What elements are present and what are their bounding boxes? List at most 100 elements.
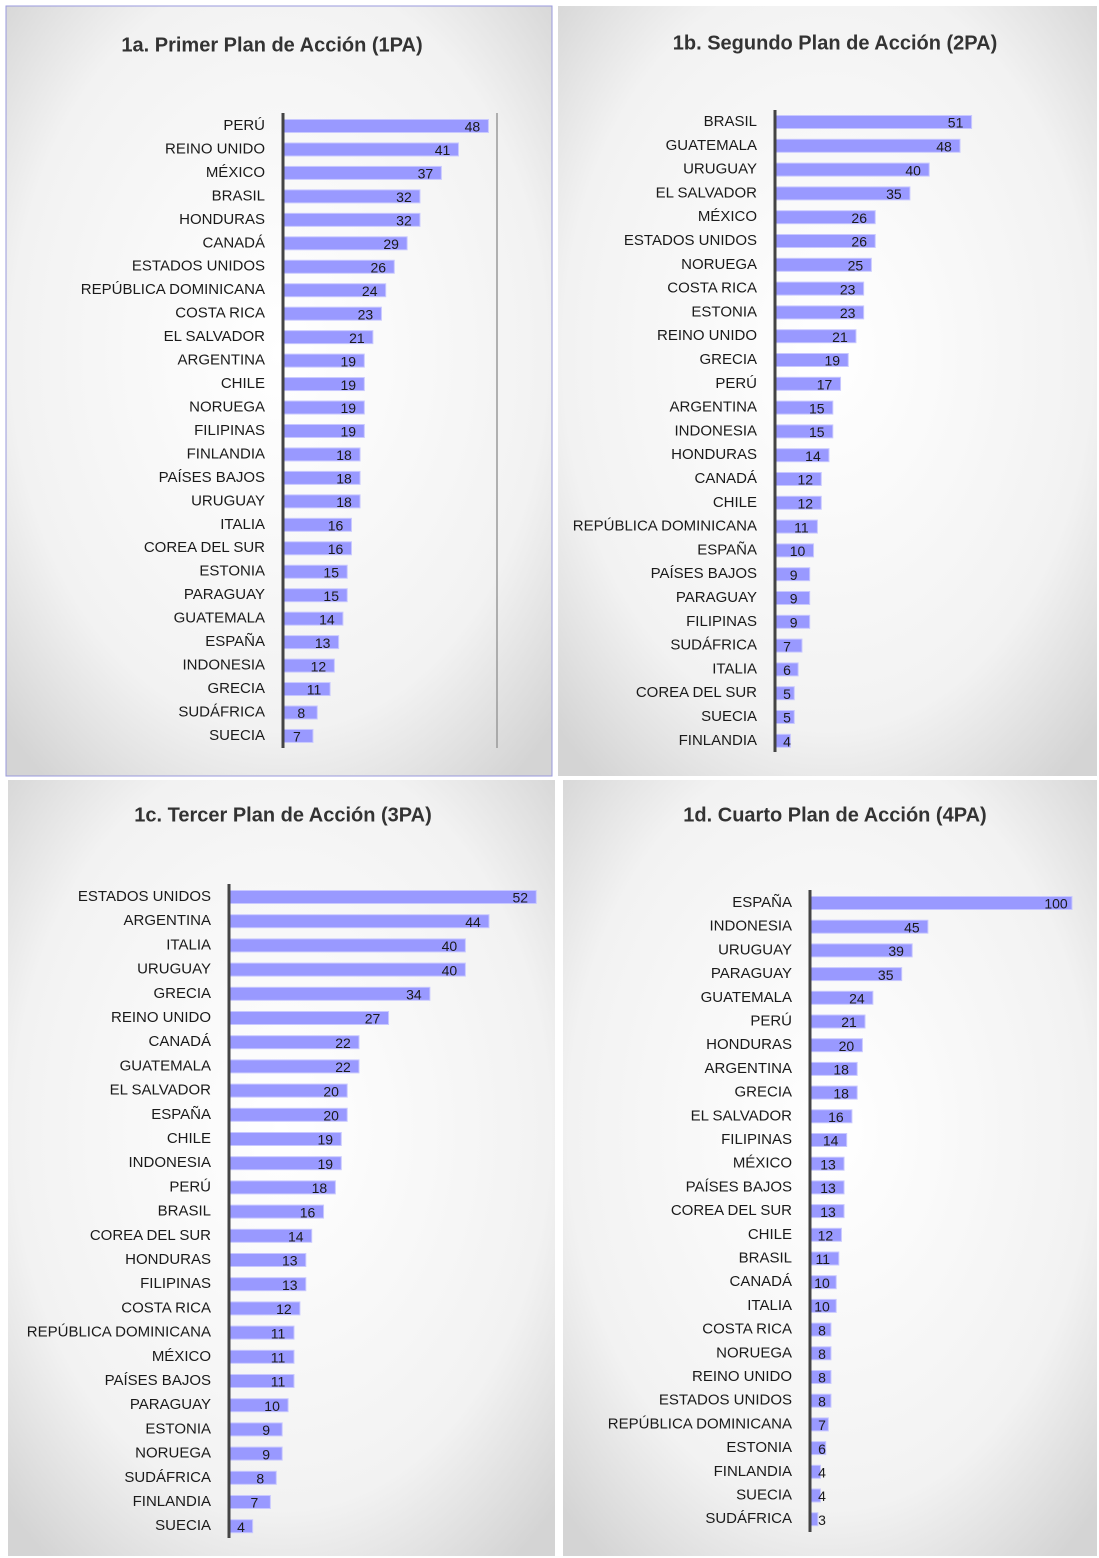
value-label: 19 [317, 1132, 333, 1148]
category-label: HONDURAS [706, 1036, 792, 1053]
category-label: MÉXICO [698, 208, 757, 225]
category-label: FINLANDIA [133, 1493, 211, 1510]
category-label: ITALIA [712, 660, 757, 677]
category-label: INDONESIA [709, 918, 792, 935]
bar [228, 938, 466, 953]
chart-title: 1d. Cuarto Plan de Acción (4PA) [683, 804, 986, 826]
category-label: BRASIL [158, 1203, 211, 1220]
bar [228, 1470, 277, 1485]
value-label: 22 [335, 1035, 351, 1051]
category-label: MÉXICO [206, 164, 265, 181]
value-label: 13 [282, 1253, 298, 1269]
category-label: COSTA RICA [121, 1299, 211, 1316]
category-label: COREA DEL SUR [671, 1202, 792, 1219]
category-label: GRECIA [207, 680, 265, 697]
category-label: ARGENTINA [669, 399, 757, 416]
value-label: 9 [790, 567, 798, 583]
category-label: SUECIA [701, 708, 757, 725]
category-label: URUGUAY [683, 161, 757, 178]
value-label: 19 [824, 353, 840, 369]
category-label: PAÍSES BAJOS [651, 565, 757, 582]
category-label: HONDURAS [179, 211, 265, 228]
category-label: PERÚ [169, 1178, 211, 1195]
value-label: 48 [936, 139, 952, 155]
value-label: 100 [1044, 896, 1068, 912]
category-label: GUATEMALA [666, 137, 757, 154]
value-label: 26 [851, 210, 867, 226]
value-label: 51 [948, 115, 964, 131]
category-label: PARAGUAY [711, 965, 792, 982]
value-label: 13 [820, 1204, 836, 1220]
category-label: URUGUAY [718, 941, 792, 958]
category-label: FINLANDIA [187, 445, 265, 462]
category-label: MÉXICO [152, 1348, 211, 1365]
category-label: ARGENTINA [704, 1060, 792, 1077]
bar [282, 119, 489, 133]
category-label: NORUEGA [135, 1445, 211, 1462]
category-label: ARGENTINA [177, 352, 265, 369]
category-label: CANADÁ [729, 1273, 792, 1290]
category-label: COSTA RICA [702, 1321, 792, 1338]
value-label: 21 [349, 330, 365, 346]
category-label: COREA DEL SUR [636, 684, 757, 701]
category-label: ESTADOS UNIDOS [659, 1392, 792, 1409]
bar [228, 890, 537, 904]
category-label: NORUEGA [716, 1344, 792, 1361]
value-label: 13 [820, 1180, 836, 1196]
value-label: 15 [809, 424, 825, 440]
value-label: 10 [814, 1299, 830, 1315]
category-label: REPÚBLICA DOMINICANA [573, 518, 757, 535]
value-label: 18 [336, 471, 352, 487]
category-label: URUGUAY [191, 492, 265, 509]
value-label: 26 [370, 259, 386, 275]
bar [228, 1422, 283, 1437]
category-label: PAÍSES BAJOS [105, 1372, 211, 1389]
bar [774, 448, 830, 463]
category-label: ESPAÑA [205, 633, 265, 650]
bar [774, 115, 973, 129]
value-label: 19 [317, 1156, 333, 1172]
value-label: 40 [442, 962, 458, 978]
category-label: PAÍSES BAJOS [159, 469, 265, 486]
value-label: 4 [818, 1465, 826, 1481]
value-label: 22 [335, 1059, 351, 1075]
value-label: 16 [300, 1204, 316, 1220]
value-label: 19 [341, 400, 357, 416]
value-label: 8 [818, 1322, 826, 1338]
value-label: 8 [297, 705, 305, 721]
category-label: EL SALVADOR [110, 1082, 212, 1099]
category-label: FILIPINAS [194, 422, 265, 439]
category-label: GUATEMALA [120, 1057, 211, 1074]
category-label: ESTONIA [199, 563, 265, 580]
value-label: 11 [307, 682, 322, 698]
category-label: EL SALVADOR [164, 328, 266, 345]
value-label: 19 [341, 377, 357, 393]
category-label: EL SALVADOR [691, 1107, 793, 1124]
value-label: 8 [818, 1393, 826, 1409]
value-label: 10 [264, 1398, 280, 1414]
category-label: REPÚBLICA DOMINICANA [27, 1324, 211, 1341]
value-label: 40 [442, 938, 458, 954]
category-label: CHILE [221, 375, 265, 392]
category-label: GRECIA [734, 1084, 792, 1101]
value-label: 16 [828, 1109, 844, 1125]
category-label: SUDÁFRICA [178, 703, 265, 720]
category-label: ESTONIA [726, 1439, 792, 1456]
value-label: 24 [362, 283, 378, 299]
value-label: 5 [783, 710, 791, 726]
value-label: 32 [396, 189, 412, 205]
value-label: 14 [288, 1229, 304, 1245]
category-label: EL SALVADOR [656, 184, 758, 201]
value-label: 4 [818, 1488, 826, 1504]
category-label: FINLANDIA [679, 732, 757, 749]
bar [228, 986, 431, 1001]
category-label: ESTONIA [145, 1420, 211, 1437]
category-label: COREA DEL SUR [90, 1227, 211, 1244]
category-label: ESTADOS UNIDOS [624, 232, 757, 249]
value-label: 18 [833, 1062, 849, 1078]
category-label: PARAGUAY [184, 586, 265, 603]
category-label: GRECIA [153, 985, 211, 1002]
bar [228, 1446, 283, 1461]
chart-title: 1c. Tercer Plan de Acción (3PA) [134, 804, 432, 826]
category-label: PARAGUAY [676, 589, 757, 606]
